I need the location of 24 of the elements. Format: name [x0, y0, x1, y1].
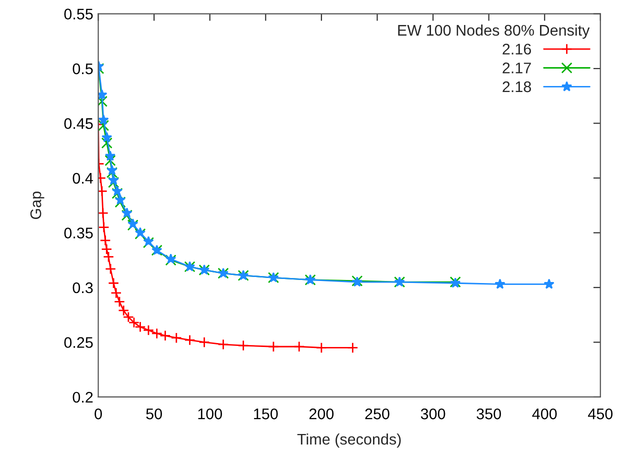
x-tick-label: 150	[254, 408, 278, 420]
x-tick-label: 450	[588, 408, 613, 420]
x-tick-label: 200	[309, 408, 334, 420]
y-tick-label: 0.35	[64, 228, 93, 238]
legend-title: EW 100 Nodes 80% Density	[398, 24, 590, 39]
x-tick-label: 0	[94, 408, 102, 420]
legend-label: 2.18	[502, 81, 531, 92]
y-tick-label: 0.25	[64, 337, 93, 348]
y-tick-label: 0.45	[64, 118, 93, 129]
x-tick-label: 350	[476, 408, 501, 420]
y-tick-label: 0.4	[72, 172, 93, 184]
y-tick-label: 0.3	[72, 282, 93, 294]
x-tick-label: 50	[146, 408, 162, 420]
x-tick-label: 400	[532, 408, 557, 420]
legend-label: 2.16	[502, 44, 531, 55]
x-tick-label: 250	[365, 408, 390, 420]
y-tick-label: 0.5	[72, 63, 93, 74]
y-axis-title: Gap	[30, 192, 44, 220]
y-tick-label: 0.2	[72, 392, 93, 403]
x-tick-label: 100	[198, 408, 222, 420]
y-tick-label: 0.55	[64, 8, 93, 20]
legend-label: 2.17	[502, 62, 531, 74]
x-axis-title: Time (seconds)	[297, 433, 401, 448]
x-tick-label: 300	[420, 408, 446, 420]
